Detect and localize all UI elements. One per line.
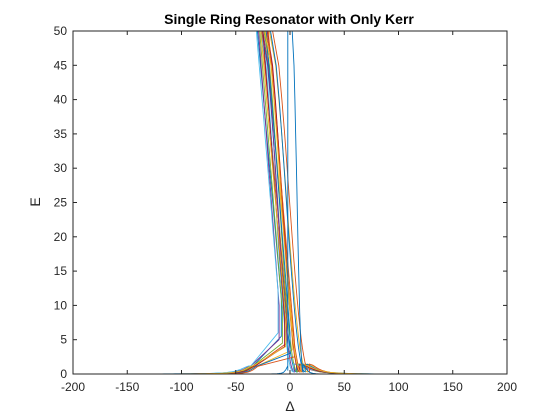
y-tick-label: 45 <box>54 58 68 72</box>
y-tick-label: 15 <box>54 264 68 278</box>
x-tick-label: -200 <box>61 380 85 394</box>
y-tick-label: 35 <box>54 127 68 141</box>
x-tick-label: 150 <box>443 380 463 394</box>
x-tick-label: 100 <box>388 380 408 394</box>
y-tick-label: 25 <box>54 196 68 210</box>
x-tick-label: 0 <box>287 380 294 394</box>
x-axis: -200 -150 -100 -50 0 50 100 150 200 <box>61 31 517 394</box>
y-tick-label: 40 <box>54 93 68 107</box>
y-axis: 0 5 10 15 20 25 30 35 40 45 50 <box>54 24 507 381</box>
x-tick-label: -50 <box>227 380 245 394</box>
x-tick-label: 200 <box>497 380 517 394</box>
x-axis-label: Δ <box>285 398 294 414</box>
y-tick-label: 50 <box>54 24 68 38</box>
y-tick-label: 10 <box>54 298 68 312</box>
y-tick-label: 0 <box>60 367 67 381</box>
y-tick-label: 30 <box>54 161 68 175</box>
y-axis-label: E <box>27 197 43 206</box>
chart-title: Single Ring Resonator with Only Kerr <box>164 11 414 27</box>
y-tick-label: 20 <box>54 230 68 244</box>
x-tick-label: -100 <box>169 380 193 394</box>
x-tick-label: 50 <box>338 380 352 394</box>
y-tick-label: 5 <box>60 333 67 347</box>
x-tick-label: -150 <box>115 380 139 394</box>
